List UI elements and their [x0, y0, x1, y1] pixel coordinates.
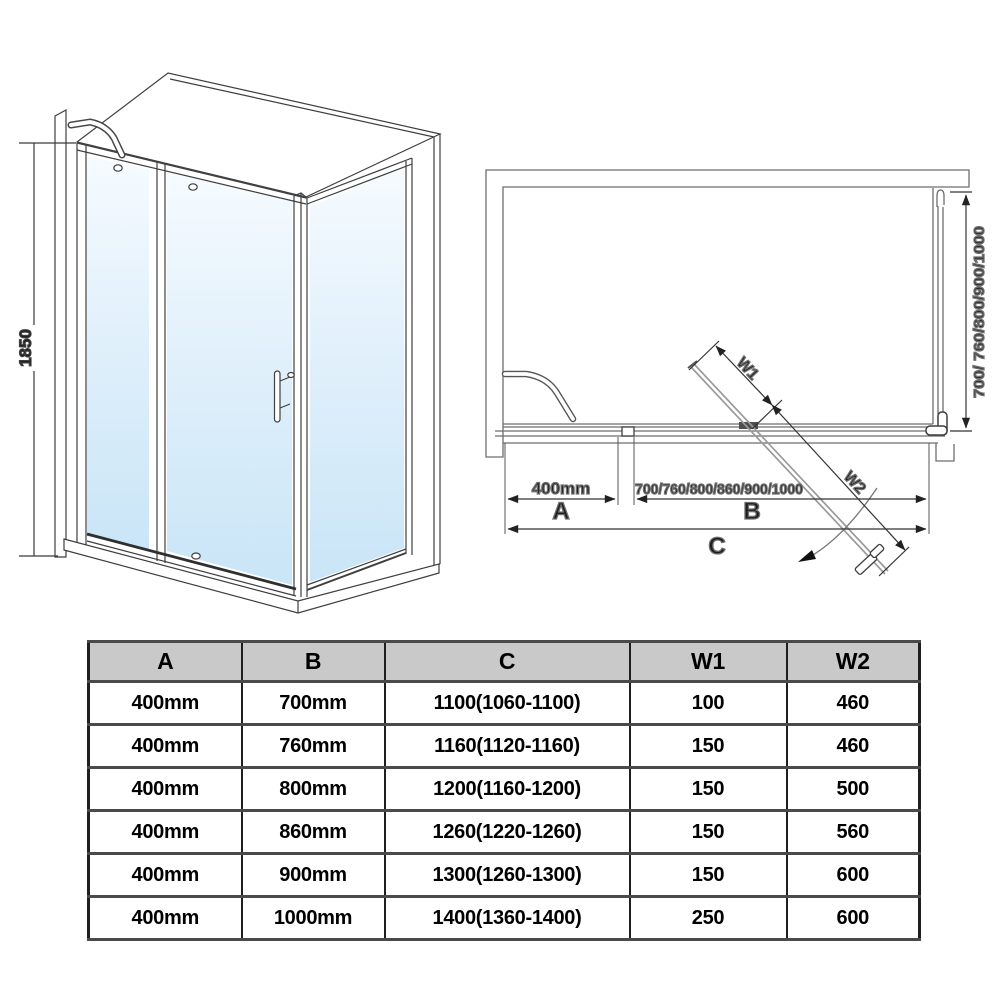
top-roller-knob	[188, 183, 198, 191]
table-cell: 460	[785, 680, 921, 726]
header-w2: W2	[785, 640, 921, 683]
table-cell: 400mm	[87, 895, 243, 941]
side-frame	[306, 157, 413, 591]
table-cell: 150	[628, 723, 788, 769]
table-cell: 800mm	[240, 766, 386, 812]
table-cell: 400mm	[87, 680, 243, 726]
height-dimension-label: 1850	[16, 329, 35, 367]
b-label: B	[743, 498, 760, 525]
table-row: 400mm 1000mm 1400(1360-1400) 250 600	[87, 895, 921, 941]
w1-label: W1	[733, 354, 762, 383]
table-cell: 400mm	[87, 766, 243, 812]
table-cell: 400mm	[87, 809, 243, 855]
table-header-row: A B C W1 W2	[87, 640, 921, 683]
table-cell: 400mm	[87, 723, 243, 769]
extension-lines	[504, 437, 930, 534]
b-value-label: 700/760/800/860/900/1000	[635, 481, 803, 498]
table-row: 400mm 900mm 1300(1260-1300) 150 600	[87, 852, 921, 898]
a-label: A	[552, 498, 569, 525]
table-row: 400mm 800mm 1200(1160-1200) 150 500	[87, 766, 921, 812]
table-cell: 700mm	[240, 680, 386, 726]
plan-shower-arm	[501, 370, 577, 423]
plan-door-handle	[854, 543, 885, 575]
table-cell: 1260(1220-1260)	[383, 809, 631, 855]
table-cell: 1300(1260-1300)	[383, 852, 631, 898]
enclosure-3d-view: 1850	[15, 72, 442, 614]
spec-table: A B C W1 W2 400mm 700mm 1100(1060-1100) …	[87, 640, 921, 941]
table-row: 400mm 860mm 1260(1220-1260) 150 560	[87, 809, 921, 855]
table-cell: 760mm	[240, 723, 386, 769]
glass-door-panel	[167, 172, 292, 585]
header-a: A	[87, 640, 243, 683]
header-w1: W1	[628, 640, 788, 683]
table-cell: 560	[785, 809, 921, 855]
glass-panels	[87, 156, 404, 585]
glass-fixed-panel	[87, 156, 149, 551]
height-dimension	[19, 142, 76, 557]
table-cell: 1000mm	[240, 895, 386, 941]
door-handle	[273, 370, 295, 423]
table-cell: 460	[785, 723, 921, 769]
a-value-label: 400mm	[532, 479, 591, 498]
door-pivot-block	[739, 422, 758, 429]
shower-arm	[67, 118, 126, 159]
front-frame	[76, 142, 308, 597]
c-label: C	[708, 533, 725, 560]
rail-block	[621, 426, 635, 437]
glass-side-panel	[310, 167, 404, 582]
table-cell: 100	[628, 680, 788, 726]
table-cell: 1160(1120-1160)	[383, 723, 631, 769]
header-c: C	[383, 640, 631, 683]
plan-wall	[485, 169, 970, 458]
table-cell: 150	[628, 809, 788, 855]
table-cell: 150	[628, 852, 788, 898]
pivot-knobs	[113, 164, 201, 560]
right-rim	[423, 134, 441, 572]
table-cell: 150	[628, 766, 788, 812]
plan-side-screen	[932, 188, 945, 424]
plan-bottom-rail	[495, 423, 945, 444]
tray-step	[935, 443, 955, 462]
bottom-pivot-knob	[191, 552, 201, 560]
table-row: 400mm 700mm 1100(1060-1100) 100 460	[87, 680, 921, 726]
table-cell: 600	[785, 895, 921, 941]
shower-tray	[63, 538, 440, 614]
table-cell: 250	[628, 895, 788, 941]
table-cell: 900mm	[240, 852, 386, 898]
side-value-label: 700/ 760/800/900/1000	[971, 226, 988, 398]
swing-arrowhead	[798, 550, 816, 562]
table-cell: 500	[785, 766, 921, 812]
wall-left	[54, 108, 67, 558]
table-cell: 1200(1160-1200)	[383, 766, 631, 812]
table-cell: 400mm	[87, 852, 243, 898]
corner-bracket	[925, 411, 948, 436]
w2-label: W2	[840, 468, 869, 497]
table-cell: 1400(1360-1400)	[383, 895, 631, 941]
side-dimension	[950, 191, 972, 432]
hinge-bracket	[936, 189, 945, 207]
plan-view: W1 W2 400mm 700/760/800/860/900/1000 A B…	[485, 169, 989, 577]
top-pivot-knob	[113, 164, 123, 172]
table-cell: 860mm	[240, 809, 386, 855]
header-b: B	[240, 640, 386, 683]
table-cell: 1100(1060-1100)	[383, 680, 631, 726]
abc-dimension-lines	[507, 494, 927, 534]
table-row: 400mm 760mm 1160(1120-1160) 150 460	[87, 723, 921, 769]
table-cell: 600	[785, 852, 921, 898]
wall-panel	[54, 108, 67, 558]
